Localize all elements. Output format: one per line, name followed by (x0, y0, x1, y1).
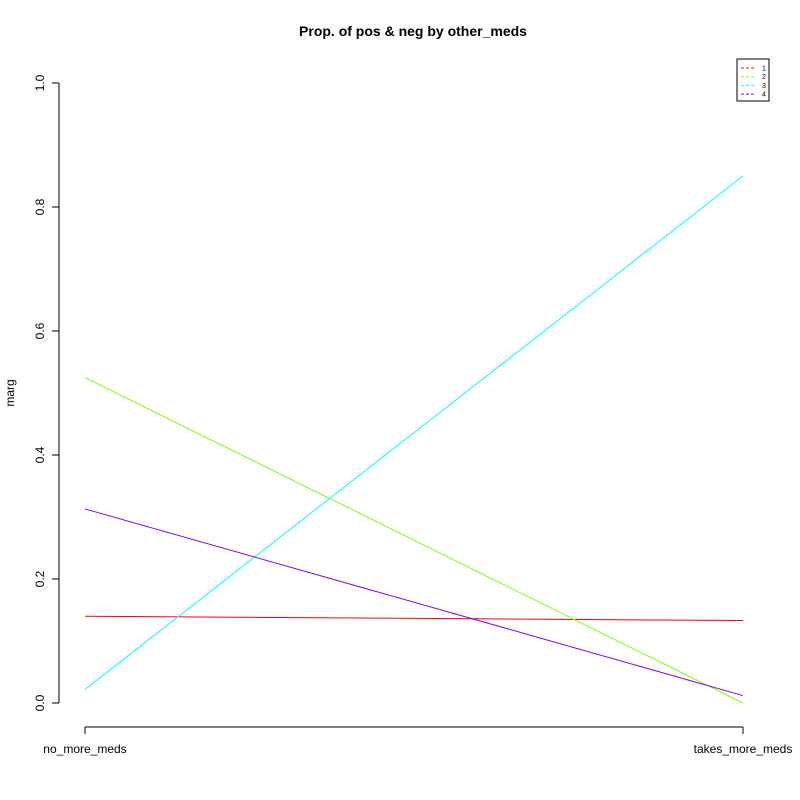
x-ticks: no_more_meds takes_more_meds (43, 727, 792, 756)
chart-title: Prop. of pos & neg by other_meds (299, 23, 527, 39)
y-tick-label: 1.0 (33, 74, 47, 91)
legend-label-2: 2 (762, 74, 766, 81)
series-line-3 (84, 175, 744, 690)
y-axis-label: marg (3, 379, 17, 406)
y-tick-label: 0.8 (33, 198, 47, 215)
legend-items: 12 3 4 (741, 66, 766, 99)
y-tick-label: 0.4 (33, 446, 47, 463)
y-tick-label: 0.2 (33, 570, 47, 587)
legend: 12 3 4 (736, 58, 770, 102)
series-lines (84, 175, 744, 704)
y-tick-label: 0.0 (33, 694, 47, 711)
legend-label-1: 1 (762, 66, 766, 73)
series-line-4 (84, 508, 744, 697)
y-tick-label: 0.6 (33, 322, 47, 339)
legend-label-3: 3 (762, 83, 766, 90)
y-ticks: 0.0 0.2 0.4 0.6 0.8 1.0 (33, 74, 59, 711)
series-line-2 (84, 377, 744, 704)
legend-label-4: 4 (762, 92, 766, 99)
x-tick-label: no_more_meds (43, 742, 126, 756)
x-tick-label: takes_more_meds (694, 742, 793, 756)
series-line-1 (84, 615, 744, 622)
